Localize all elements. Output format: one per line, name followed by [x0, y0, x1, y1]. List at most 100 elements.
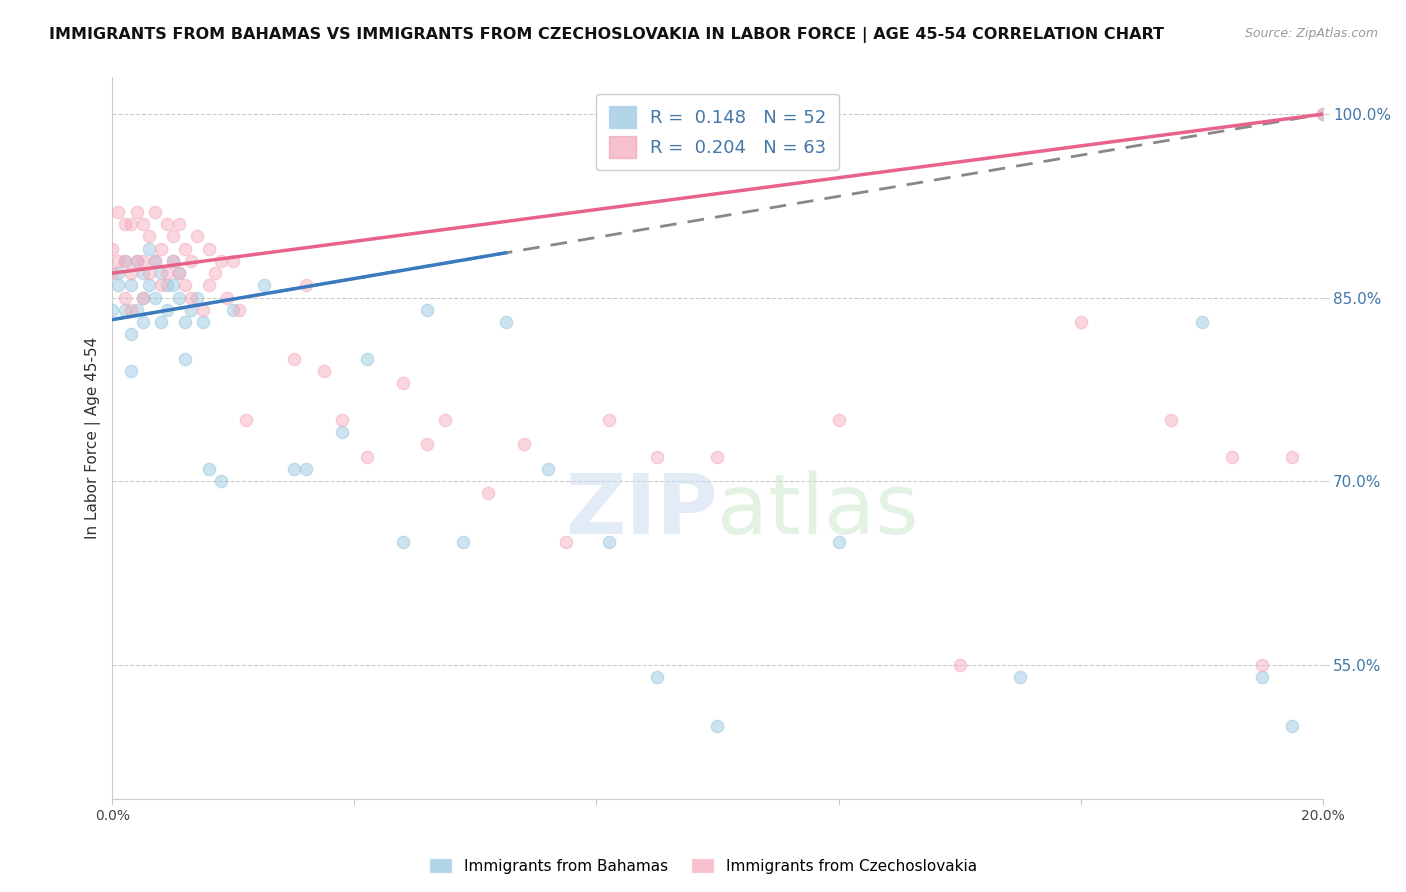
- Point: [1220, 450, 1243, 464]
- Point: [555, 535, 578, 549]
- Point: [138, 278, 160, 293]
- Point: [120, 302, 142, 317]
- Point: [186, 229, 208, 244]
- Point: [1312, 107, 1334, 121]
- Point: [495, 315, 517, 329]
- Point: [162, 253, 184, 268]
- Point: [253, 278, 276, 293]
- Point: [706, 450, 728, 464]
- Point: [235, 413, 257, 427]
- Point: [120, 278, 142, 293]
- Point: [149, 266, 172, 280]
- Point: [131, 266, 153, 280]
- Point: [120, 217, 142, 231]
- Point: [167, 291, 190, 305]
- Point: [138, 229, 160, 244]
- Point: [198, 278, 221, 293]
- Point: [537, 462, 560, 476]
- Point: [283, 351, 305, 366]
- Point: [174, 242, 197, 256]
- Point: [174, 278, 197, 293]
- Point: [948, 657, 970, 672]
- Point: [125, 253, 148, 268]
- Point: [156, 278, 179, 293]
- Point: [295, 462, 318, 476]
- Text: Source: ZipAtlas.com: Source: ZipAtlas.com: [1244, 27, 1378, 40]
- Point: [1251, 657, 1274, 672]
- Point: [120, 364, 142, 378]
- Point: [228, 302, 250, 317]
- Point: [1312, 107, 1334, 121]
- Point: [193, 302, 215, 317]
- Point: [156, 266, 179, 280]
- Point: [392, 376, 415, 391]
- Point: [180, 253, 202, 268]
- Point: [314, 364, 336, 378]
- Point: [143, 253, 166, 268]
- Point: [114, 217, 136, 231]
- Point: [330, 425, 353, 439]
- Point: [598, 413, 620, 427]
- Point: [107, 266, 129, 280]
- Point: [107, 205, 129, 219]
- Point: [162, 253, 184, 268]
- Point: [392, 535, 415, 549]
- Point: [125, 253, 148, 268]
- Point: [101, 266, 124, 280]
- Point: [114, 291, 136, 305]
- Point: [167, 266, 190, 280]
- Point: [174, 315, 197, 329]
- Point: [120, 266, 142, 280]
- Point: [330, 413, 353, 427]
- Point: [356, 450, 378, 464]
- Point: [598, 535, 620, 549]
- Legend: R =  0.148   N = 52, R =  0.204   N = 63: R = 0.148 N = 52, R = 0.204 N = 63: [596, 94, 839, 170]
- Point: [114, 302, 136, 317]
- Point: [209, 474, 232, 488]
- Point: [174, 351, 197, 366]
- Point: [1160, 413, 1182, 427]
- Point: [209, 253, 232, 268]
- Point: [645, 670, 668, 684]
- Point: [416, 302, 439, 317]
- Point: [1008, 670, 1031, 684]
- Point: [125, 205, 148, 219]
- Point: [416, 437, 439, 451]
- Point: [131, 315, 153, 329]
- Point: [198, 242, 221, 256]
- Point: [156, 217, 179, 231]
- Point: [162, 278, 184, 293]
- Point: [217, 291, 239, 305]
- Point: [180, 291, 202, 305]
- Point: [162, 229, 184, 244]
- Point: [477, 486, 499, 500]
- Point: [143, 291, 166, 305]
- Point: [180, 302, 202, 317]
- Point: [143, 205, 166, 219]
- Point: [125, 302, 148, 317]
- Point: [1281, 450, 1303, 464]
- Point: [453, 535, 475, 549]
- Text: atlas: atlas: [717, 470, 920, 551]
- Point: [149, 278, 172, 293]
- Point: [143, 253, 166, 268]
- Y-axis label: In Labor Force | Age 45-54: In Labor Force | Age 45-54: [86, 337, 101, 540]
- Point: [167, 266, 190, 280]
- Point: [827, 535, 849, 549]
- Point: [156, 302, 179, 317]
- Point: [513, 437, 536, 451]
- Point: [131, 291, 153, 305]
- Point: [138, 266, 160, 280]
- Point: [131, 217, 153, 231]
- Point: [101, 242, 124, 256]
- Point: [356, 351, 378, 366]
- Point: [222, 253, 245, 268]
- Point: [149, 242, 172, 256]
- Point: [222, 302, 245, 317]
- Point: [114, 253, 136, 268]
- Point: [1070, 315, 1092, 329]
- Point: [1251, 670, 1274, 684]
- Point: [107, 253, 129, 268]
- Point: [114, 253, 136, 268]
- Point: [295, 278, 318, 293]
